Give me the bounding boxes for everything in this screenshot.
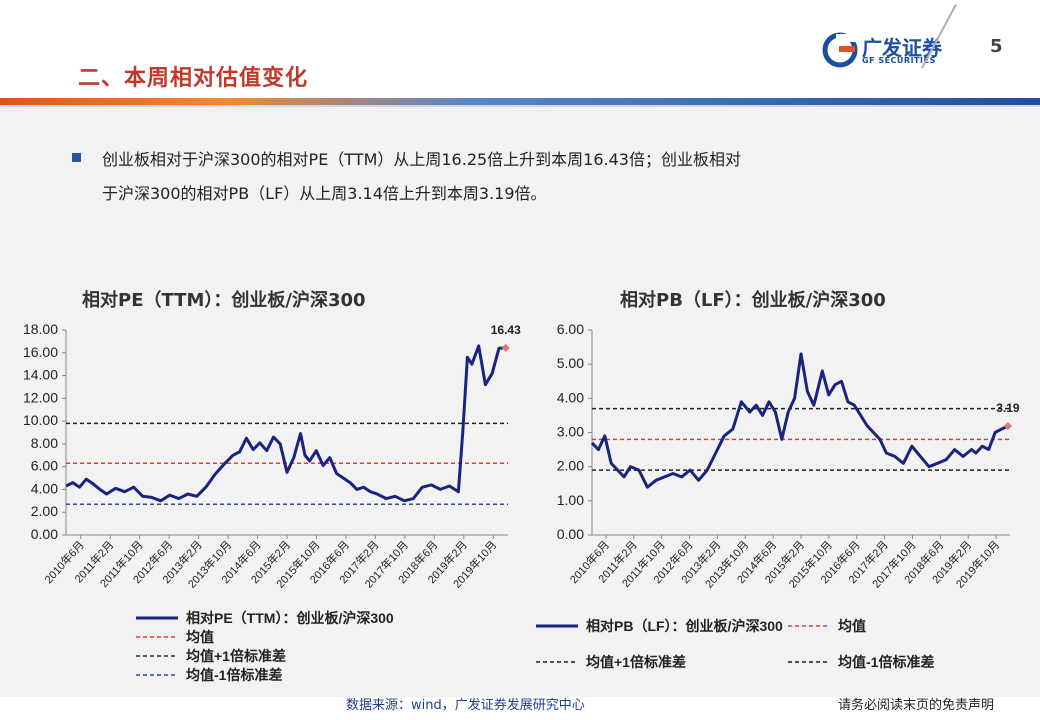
page-number: 5 (990, 36, 1003, 57)
y-tick-label: 6.00 (31, 458, 58, 474)
last-point-marker (501, 343, 510, 352)
summary-line-2: 于沪深300的相对PB（LF）从上周3.14倍上升到本周3.19倍。 (102, 184, 547, 203)
y-tick-label: 12.00 (23, 389, 58, 405)
y-tick-label: 3.00 (557, 424, 584, 440)
pe-chart: 18.00 16.00 14.00 12.00 10.00 8.00 6.00 4.00 2.0… (23, 321, 521, 683)
y-tick-label: 0.00 (557, 526, 584, 542)
logo-subtext: GF SECURITIES (862, 56, 936, 65)
last-value-label: 3.19 (996, 401, 1020, 415)
y-tick-label: 4.00 (557, 389, 584, 405)
y-tick-label: 6.00 (557, 321, 584, 337)
company-logo: 广发证券 GF SECURITIES (822, 30, 952, 70)
y-tick-label: 1.00 (557, 492, 584, 508)
y-tick-label: 4.00 (31, 480, 58, 496)
y-tick-label: 5.00 (557, 355, 584, 371)
legend-label: 相对PE（TTM）：创业板/沪深300 (186, 610, 394, 626)
summary-paragraph: 创业板相对于沪深300的相对PE（TTM）从上周16.25倍上升到本周16.43… (102, 143, 962, 211)
bullet-square-icon (72, 153, 81, 162)
y-tick-label: 2.00 (557, 458, 584, 474)
section-title: 二、本周相对估值变化 (78, 66, 309, 91)
y-tick-label: 8.00 (31, 435, 58, 451)
series-line (590, 352, 1009, 489)
footer-disclaimer: 请务必阅读末页的免责声明 (838, 698, 995, 713)
pb-chart-title: 相对PB（LF）：创业板/沪深300 (620, 290, 886, 311)
y-tick-label: 18.00 (23, 321, 58, 337)
legend-label: 均值 (186, 629, 214, 645)
y-tick-label: 0.00 (31, 526, 58, 542)
y-tick-label: 16.00 (23, 344, 58, 360)
header-bar: 二、本周相对估值变化 广发证券 GF SECURITIES 5 (0, 0, 1040, 104)
footer-source: 数据来源：wind，广发证券发展研究中心 (346, 698, 585, 713)
logo-mark-icon (822, 32, 858, 68)
y-tick-label: 2.00 (31, 503, 58, 519)
content-area (0, 107, 1040, 697)
header-band-shadow (0, 105, 1040, 107)
legend-label: 均值+1倍标准差 (186, 648, 286, 664)
legend-label: 相对PB（LF）：创业板/沪深300 (586, 618, 783, 634)
y-tick-label: 10.00 (23, 412, 58, 428)
last-point-marker (1003, 422, 1012, 431)
summary-line-1: 创业板相对于沪深300的相对PE（TTM）从上周16.25倍上升到本周16.43… (102, 150, 741, 169)
y-tick-label: 14.00 (23, 367, 58, 383)
header-color-band (0, 98, 1040, 105)
series-line (65, 344, 506, 503)
last-value-label: 16.43 (491, 323, 521, 337)
pb-chart: 6.005.004.003.002.001.000.002010年6月2011年… (536, 321, 1020, 670)
legend-label: 均值-1倍标准差 (838, 654, 934, 670)
pe-chart-title: 相对PE（TTM）：创业板/沪深300 (82, 290, 366, 311)
legend-label: 均值 (838, 618, 866, 634)
legend-label: 均值+1倍标准差 (586, 654, 686, 670)
legend-label: 均值-1倍标准差 (186, 667, 282, 683)
